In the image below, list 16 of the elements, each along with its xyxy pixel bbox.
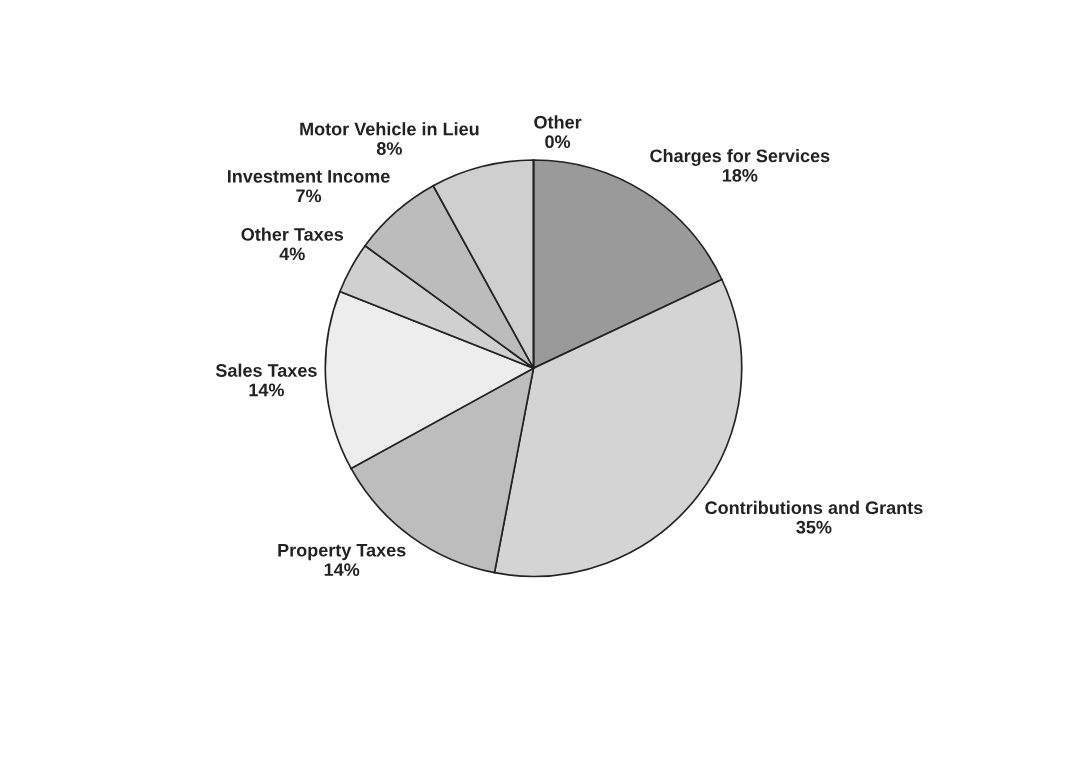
slice-label: Motor Vehicle in Lieu: [300, 122, 479, 136]
data-label: 7%: [296, 189, 322, 203]
slice-label: Contributions and Grants: [705, 500, 923, 515]
category-label: Other: [534, 115, 582, 129]
data-label: 18%: [722, 169, 758, 182]
data-label: 8%: [376, 142, 402, 155]
slice-label: Other Taxes: [241, 227, 344, 241]
slice-label: Sales Taxes: [215, 363, 317, 377]
data-label: 14%: [249, 383, 284, 397]
data-label: 4%: [279, 247, 305, 261]
data-label: 35%: [796, 520, 832, 534]
text: 0%: [545, 135, 571, 149]
slice-label: Investment Income: [227, 170, 390, 183]
slice-label: Property Taxes: [278, 543, 406, 561]
slice-label: Charges for Services: [650, 148, 830, 166]
data-label: 14%: [324, 563, 360, 576]
